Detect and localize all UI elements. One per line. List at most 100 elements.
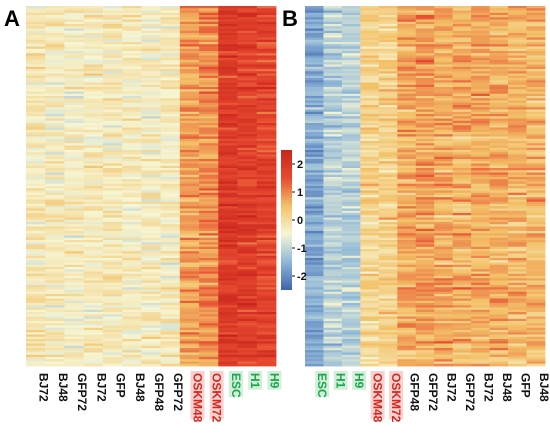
- heatmap-cell: [397, 307, 417, 311]
- heatmap-cell: [237, 154, 258, 158]
- heatmap-cell: [508, 253, 527, 257]
- heatmap-cell: [122, 145, 142, 149]
- heatmap-cell: [26, 213, 46, 216]
- heatmap-cell: [323, 307, 343, 311]
- heatmap-cell: [415, 336, 435, 340]
- heatmap-cell: [218, 280, 238, 284]
- heatmap-cell: [378, 73, 398, 77]
- heatmap-cell: [378, 141, 398, 144]
- heatmap-cell: [26, 188, 46, 191]
- heatmap-cell: [397, 8, 417, 11]
- heatmap-cell: [102, 226, 123, 230]
- heatmap-cell: [526, 37, 546, 41]
- heatmap-cell: [471, 343, 491, 347]
- heatmap-cell: [237, 271, 258, 275]
- heatmap-cell: [199, 188, 219, 191]
- heatmap-cell: [378, 213, 398, 216]
- heatmap-cell: [397, 215, 417, 218]
- heatmap-cell: [179, 15, 200, 18]
- heatmap-cell: [122, 240, 142, 243]
- heatmap-cell: [378, 143, 398, 146]
- heatmap-cell: [415, 307, 435, 311]
- heatmap-cell: [83, 316, 104, 320]
- heatmap-cell: [179, 251, 200, 254]
- heatmap-cell: [434, 334, 454, 338]
- heatmap-cell: [397, 24, 417, 27]
- heatmap-cell: [378, 21, 398, 25]
- heatmap-cell: [218, 350, 238, 353]
- heatmap-cell: [526, 197, 546, 200]
- heatmap-cell: [508, 354, 527, 358]
- heatmap-cell: [434, 102, 454, 106]
- heatmap-cell: [305, 91, 324, 95]
- heatmap-cell: [179, 114, 200, 117]
- heatmap-cell: [102, 168, 123, 171]
- heatmap-cell: [323, 213, 343, 216]
- heatmap-cell: [26, 361, 46, 365]
- heatmap-cell: [45, 183, 65, 187]
- heatmap-cell: [102, 307, 123, 311]
- heatmap-cell: [45, 93, 65, 97]
- heatmap-cell: [122, 213, 142, 216]
- heatmap-cell: [305, 183, 324, 187]
- heatmap-cell: [508, 231, 527, 234]
- heatmap-cell: [397, 62, 417, 65]
- heatmap-cell: [83, 15, 104, 18]
- heatmap-cell: [160, 28, 181, 32]
- heatmap-cell: [199, 42, 219, 45]
- heatmap-cell: [83, 271, 104, 275]
- heatmap-cell: [26, 222, 46, 225]
- heatmap-cell: [45, 204, 65, 207]
- color-scale-tick-label: 1: [297, 187, 303, 199]
- heatmap-cell: [64, 228, 85, 232]
- heatmap-cell: [141, 206, 162, 209]
- heatmap-cell: [508, 197, 527, 200]
- heatmap-cell: [122, 186, 142, 189]
- heatmap-cell: [360, 64, 380, 68]
- heatmap-cell: [397, 219, 417, 223]
- heatmap-cell: [397, 249, 417, 252]
- heatmap-cell: [26, 138, 46, 142]
- heatmap-cell: [45, 51, 65, 54]
- heatmap-cell: [26, 237, 46, 241]
- heatmap-cell: [434, 210, 454, 214]
- heatmap-cell: [160, 42, 181, 45]
- heatmap-cell: [323, 235, 343, 239]
- heatmap-cell: [397, 116, 417, 119]
- heatmap-cell: [526, 84, 546, 88]
- heatmap-cell: [199, 246, 219, 250]
- heatmap-cell: [471, 226, 491, 230]
- heatmap-cell: [471, 159, 491, 162]
- heatmap-cell: [256, 242, 277, 245]
- heatmap-cell: [45, 345, 65, 349]
- heatmap-cell: [102, 276, 123, 279]
- heatmap-cell: [415, 8, 435, 11]
- heatmap-cell: [397, 235, 417, 239]
- heatmap-cell: [237, 51, 258, 54]
- heatmap-cell: [237, 235, 258, 239]
- heatmap-cell: [237, 217, 258, 221]
- heatmap-cell: [341, 287, 361, 290]
- heatmap-cell: [397, 226, 417, 230]
- heatmap-cell: [341, 26, 361, 29]
- heatmap-cell: [434, 219, 454, 223]
- heatmap-cell: [179, 309, 200, 313]
- heatmap-cell: [179, 208, 200, 212]
- heatmap-cell: [179, 10, 200, 14]
- heatmap-cell: [415, 231, 435, 234]
- heatmap-cell: [160, 244, 181, 248]
- heatmap-cell: [378, 6, 398, 9]
- heatmap-cell: [218, 172, 238, 176]
- heatmap-cell: [218, 204, 238, 207]
- heatmap-cell: [323, 37, 343, 41]
- heatmap-cell: [341, 33, 361, 36]
- heatmap-cell: [305, 262, 324, 266]
- heatmap-cell: [415, 244, 435, 248]
- heatmap-cell: [45, 100, 65, 104]
- heatmap-cell: [434, 222, 454, 225]
- heatmap-cell: [26, 190, 46, 194]
- heatmap-cell: [199, 172, 219, 176]
- heatmap-cell: [305, 17, 324, 20]
- heatmap-cell: [323, 60, 343, 63]
- heatmap-cell: [179, 35, 200, 38]
